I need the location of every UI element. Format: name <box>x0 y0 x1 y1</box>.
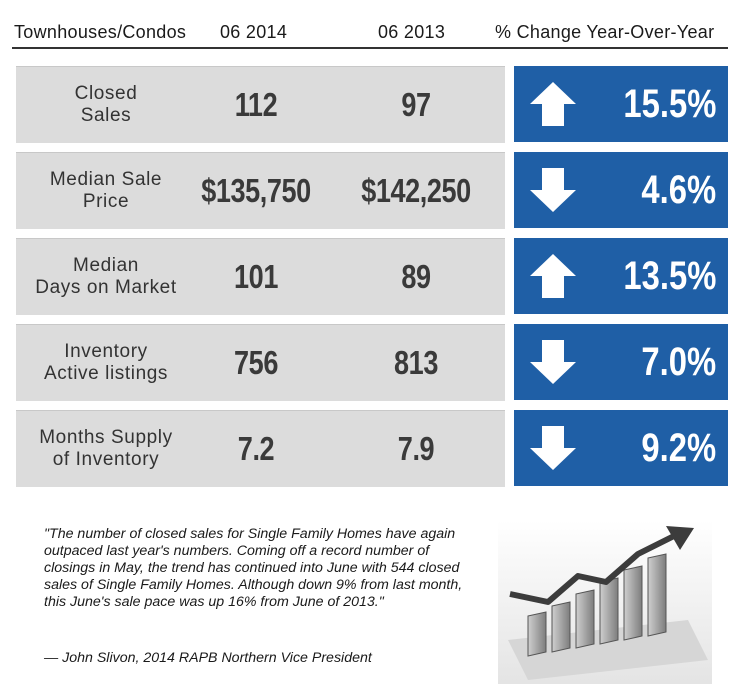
value-2014: 7.2 <box>237 430 275 467</box>
row-label: Median Days on Market <box>35 255 177 298</box>
table-row: Median Sale Price $135,750 $142,250 4.6% <box>16 152 728 229</box>
row-label: Closed Sales <box>74 83 138 126</box>
value-2013: 97 <box>401 86 431 123</box>
change-box: 9.2% <box>514 410 728 486</box>
value-2013: 7.9 <box>397 430 435 467</box>
change-box: 15.5% <box>514 66 728 142</box>
row-panel: Median Sale Price $135,750 $142,250 <box>16 152 505 229</box>
row-panel: Median Days on Market 101 89 <box>16 238 505 315</box>
change-box: 7.0% <box>514 324 728 400</box>
arrow-up-icon <box>530 254 576 298</box>
row-label: Months Supply of Inventory <box>39 427 173 470</box>
value-2013: 89 <box>401 258 431 295</box>
row-panel: Closed Sales 112 97 <box>16 66 505 143</box>
table-row: Closed Sales 112 97 15.5% <box>16 66 728 143</box>
table-row: Months Supply of Inventory 7.2 7.9 9.2% <box>16 410 728 487</box>
col-2014-heading: 06 2014 <box>220 22 288 42</box>
arrow-down-icon <box>530 168 576 212</box>
table-row: Median Days on Market 101 89 13.5% <box>16 238 728 315</box>
quote-text: "The number of closed sales for Single F… <box>44 526 463 610</box>
change-value: 4.6% <box>641 167 716 212</box>
arrow-up-icon <box>530 82 576 126</box>
change-box: 13.5% <box>514 238 728 314</box>
change-value: 15.5% <box>622 81 716 126</box>
arrow-down-icon <box>530 426 576 470</box>
rising-bar-graph-icon <box>498 520 712 684</box>
change-heading: % Change Year-Over-Year <box>495 22 715 42</box>
quote-attribution: — John Slivon, 2014 RAPB Northern Vice P… <box>44 650 372 666</box>
value-2014: 101 <box>234 258 278 295</box>
category-heading: Townhouses/Condos <box>14 22 187 42</box>
value-2013: 813 <box>394 344 438 381</box>
header-divider <box>12 47 728 49</box>
row-label: Median Sale Price <box>49 169 163 212</box>
change-value: 7.0% <box>641 339 716 384</box>
change-value: 13.5% <box>622 253 716 298</box>
table-row: Inventory Active listings 756 813 7.0% <box>16 324 728 401</box>
row-panel: Inventory Active listings 756 813 <box>16 324 505 401</box>
table-header: Townhouses/Condos 06 2014 06 2013 % Chan… <box>14 22 730 46</box>
change-value: 9.2% <box>641 425 716 470</box>
row-panel: Months Supply of Inventory 7.2 7.9 <box>16 410 505 487</box>
row-label: Inventory Active listings <box>43 341 169 384</box>
value-2013: $142,250 <box>361 172 471 209</box>
change-box: 4.6% <box>514 152 728 228</box>
value-2014: 112 <box>234 86 278 123</box>
value-2014: $135,750 <box>201 172 311 209</box>
col-2013-heading: 06 2013 <box>378 22 446 42</box>
value-2014: 756 <box>234 344 278 381</box>
arrow-down-icon <box>530 340 576 384</box>
